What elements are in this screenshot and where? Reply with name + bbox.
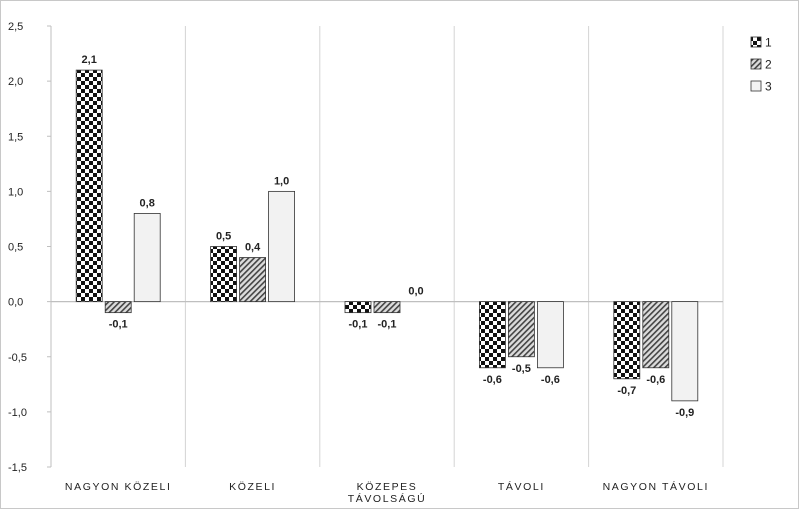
legend-label: 2 bbox=[765, 58, 772, 72]
bar-series-2 bbox=[507, 301, 535, 358]
y-tick-label: 1,0 bbox=[8, 186, 23, 198]
y-tick-label: 1,5 bbox=[8, 131, 23, 143]
bar-series-3 bbox=[133, 213, 161, 303]
bar-series-1 bbox=[344, 301, 372, 314]
data-label: 0,5 bbox=[216, 231, 231, 243]
category-label: NAGYON KÖZELI bbox=[65, 481, 172, 493]
legend-label: 1 bbox=[765, 36, 772, 50]
data-label: -0,7 bbox=[617, 385, 636, 397]
data-label: 1,0 bbox=[274, 175, 289, 187]
category-label: TÁVOLI bbox=[498, 480, 545, 493]
y-tick-label: 2,5 bbox=[8, 21, 23, 33]
data-label: -0,1 bbox=[349, 319, 368, 331]
data-label: 0,4 bbox=[245, 242, 261, 254]
bar-series-1 bbox=[478, 301, 506, 369]
category-label: KÖZEPES bbox=[357, 481, 418, 493]
data-label: -0,9 bbox=[675, 407, 694, 419]
legend-swatch-3 bbox=[750, 80, 762, 92]
data-label: -0,1 bbox=[109, 319, 128, 331]
bar-series-3 bbox=[671, 301, 699, 402]
data-label: -0,6 bbox=[483, 374, 502, 386]
bar-series-3 bbox=[537, 301, 564, 369]
data-label: -0,6 bbox=[541, 374, 560, 386]
bar-series-2 bbox=[373, 301, 401, 314]
y-tick-label: -1,0 bbox=[8, 407, 27, 419]
category-label: TÁVOLSÁGÚ bbox=[348, 492, 427, 505]
category-label: KÖZELI bbox=[229, 481, 276, 493]
bar-series-3 bbox=[268, 190, 296, 303]
y-tick-label: 2,0 bbox=[8, 76, 23, 88]
data-label: 0,8 bbox=[140, 197, 155, 209]
bar-series-2 bbox=[642, 301, 670, 369]
bar-series-2 bbox=[104, 301, 132, 314]
data-label: 2,1 bbox=[82, 54, 97, 66]
data-label: -0,5 bbox=[512, 363, 531, 375]
category-label: NAGYON TÁVOLI bbox=[603, 480, 709, 493]
data-label: -0,1 bbox=[378, 319, 397, 331]
y-tick-label: -1,5 bbox=[8, 462, 27, 474]
y-tick-label: -0,5 bbox=[8, 352, 27, 364]
bar-series-2 bbox=[239, 257, 267, 303]
legend-label: 3 bbox=[765, 80, 772, 94]
legend-swatch-1 bbox=[750, 36, 762, 48]
bar-series-1 bbox=[210, 246, 238, 303]
bar-series-1 bbox=[75, 69, 103, 303]
bar-series-1 bbox=[613, 301, 641, 380]
y-tick-label: 0,0 bbox=[8, 297, 23, 309]
data-label: 0,0 bbox=[408, 286, 423, 298]
data-label: -0,6 bbox=[646, 374, 665, 386]
legend-swatch-2 bbox=[750, 58, 762, 70]
y-tick-label: 0,5 bbox=[8, 242, 23, 254]
